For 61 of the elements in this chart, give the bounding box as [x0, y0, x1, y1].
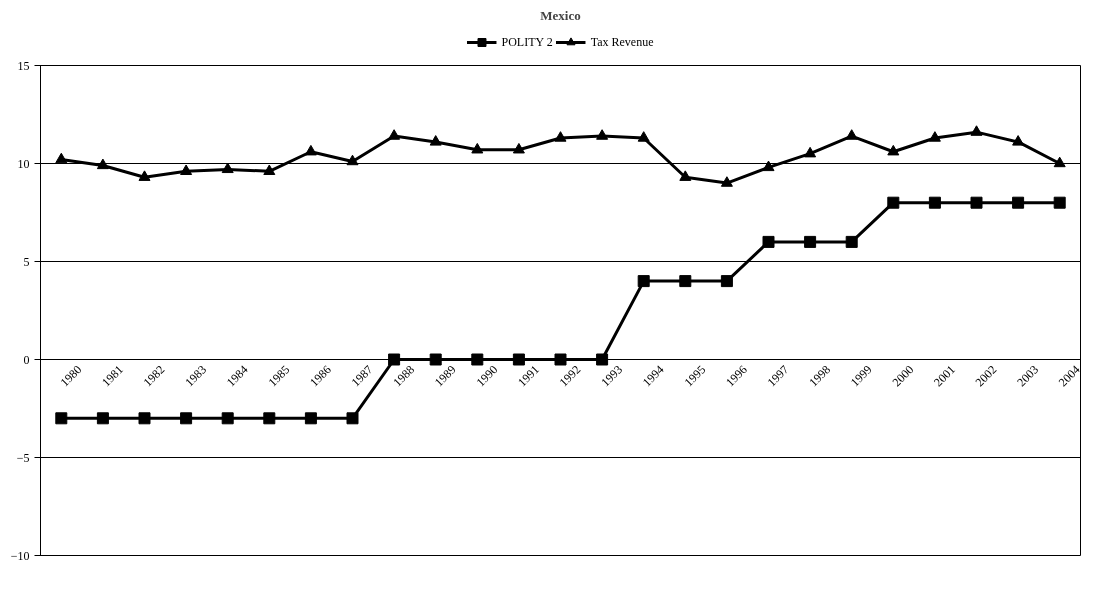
x-tick-label: 1982	[140, 362, 168, 390]
point	[512, 353, 525, 366]
x-tick-label: 1990	[473, 362, 501, 390]
point	[388, 129, 401, 140]
point	[970, 196, 983, 209]
point	[55, 412, 68, 425]
point	[554, 131, 567, 142]
point	[263, 412, 276, 425]
point	[928, 196, 941, 209]
point	[1053, 156, 1066, 168]
point	[970, 125, 983, 136]
point	[679, 170, 692, 181]
x-tick-label: 1992	[556, 362, 584, 390]
point	[304, 412, 317, 425]
point	[887, 196, 900, 209]
legend-label: Tax Revenue	[590, 34, 654, 50]
point	[138, 412, 151, 425]
point	[138, 170, 151, 181]
point	[471, 142, 484, 154]
point	[637, 275, 650, 288]
point	[1053, 196, 1066, 209]
point	[96, 412, 109, 425]
x-tick-label: 1980	[57, 362, 85, 390]
point	[346, 412, 359, 425]
point	[720, 275, 733, 288]
point	[845, 235, 858, 248]
point	[55, 152, 68, 164]
point	[887, 144, 900, 156]
point	[512, 142, 525, 154]
point	[263, 164, 276, 176]
y-tick-label: 10	[17, 156, 30, 171]
point	[804, 235, 817, 248]
point	[679, 275, 692, 288]
point	[596, 353, 609, 366]
legend-label: POLITY 2	[501, 34, 553, 50]
point	[429, 135, 442, 146]
point	[471, 353, 484, 366]
point	[762, 160, 775, 172]
point	[554, 353, 567, 366]
y-tick-label: 0	[23, 352, 30, 367]
point	[304, 144, 317, 156]
point	[96, 158, 109, 170]
point	[180, 412, 193, 425]
point	[221, 412, 234, 425]
chart-title: Mexico	[540, 7, 581, 23]
point	[388, 353, 401, 366]
point	[804, 146, 817, 158]
point	[180, 164, 193, 176]
point	[1012, 196, 1025, 209]
y-tick-label: −10	[10, 548, 30, 563]
point	[637, 131, 650, 142]
point	[429, 353, 442, 366]
y-tick-label: 15	[17, 58, 30, 73]
y-tick-label: 5	[23, 254, 30, 269]
point	[720, 176, 733, 187]
point	[346, 154, 359, 166]
y-tick-label: −5	[16, 450, 30, 465]
point	[762, 235, 775, 248]
point	[928, 131, 941, 142]
point	[845, 129, 858, 140]
point	[596, 129, 609, 140]
